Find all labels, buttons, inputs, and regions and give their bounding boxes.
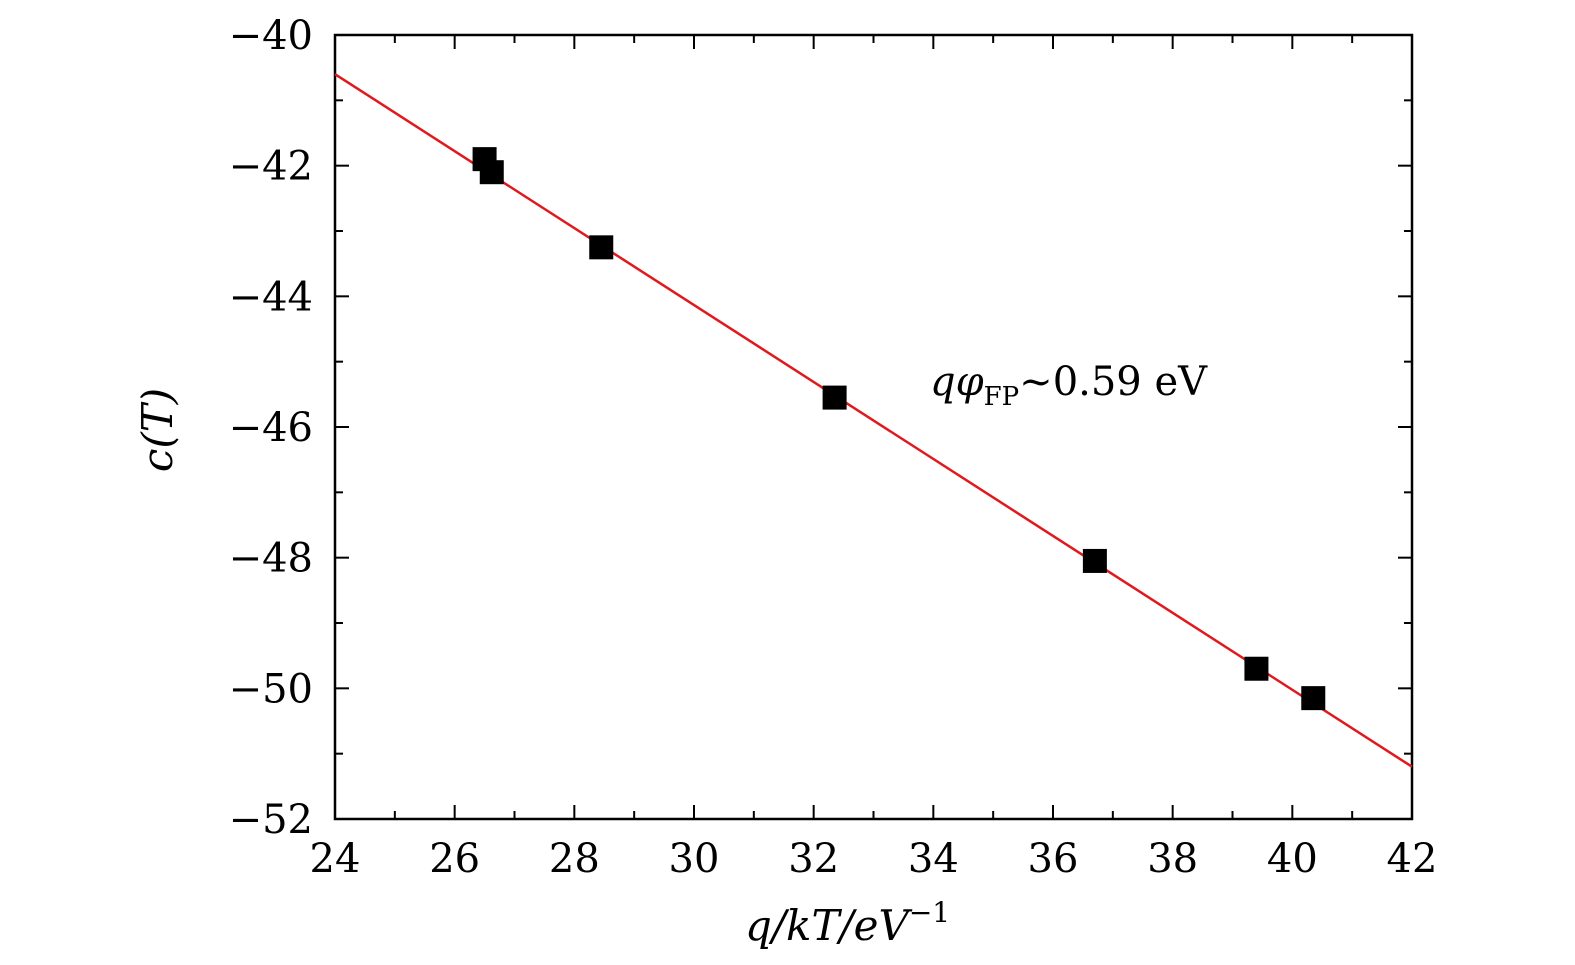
annotation: qφFP~0.59 eV <box>930 359 1208 412</box>
x-tick-label: 30 <box>669 836 720 882</box>
y-tick-label: −46 <box>229 405 313 451</box>
x-tick-label: 26 <box>429 836 480 882</box>
annotation-main: qφ <box>930 359 984 405</box>
ticks-layer: 24 26 28 30 32 34 36 38 40 42 −52 −50 −48 −46 −44 −42 −4… <box>229 13 1438 882</box>
data-point <box>1082 548 1107 573</box>
marks-layer <box>334 73 1413 768</box>
y-tick-label: −48 <box>229 536 313 582</box>
annotation-tail: ~0.59 eV <box>1019 359 1208 405</box>
data-point <box>822 385 847 410</box>
x-tick-label: 38 <box>1147 836 1198 882</box>
y-tick-label: −42 <box>229 144 313 190</box>
x-tick-label: 24 <box>310 836 361 882</box>
x-axis-label-sup: −1 <box>909 896 950 929</box>
y-tick-label: −50 <box>229 666 313 712</box>
y-tick-label: −44 <box>229 274 313 320</box>
x-tick-label: 28 <box>549 836 600 882</box>
data-point <box>1244 656 1269 681</box>
data-point <box>479 160 504 185</box>
x-tick-label: 34 <box>908 836 959 882</box>
x-tick-label: 36 <box>1028 836 1079 882</box>
y-tick-label: −40 <box>229 13 313 59</box>
x-tick-label: 32 <box>788 836 839 882</box>
x-tick-label: 40 <box>1267 836 1318 882</box>
fit-line <box>334 73 1413 768</box>
x-axis-label: q/kT/eV−1 <box>745 896 950 950</box>
y-tick-label: −52 <box>229 797 313 843</box>
data-point <box>1301 686 1326 711</box>
y-axis-label: c(T) <box>133 388 182 472</box>
x-axis-label-main: q/kT/eV <box>745 901 913 950</box>
data-point <box>589 235 614 260</box>
annotation-sub: FP <box>984 382 1020 412</box>
x-tick-label: 42 <box>1387 836 1438 882</box>
